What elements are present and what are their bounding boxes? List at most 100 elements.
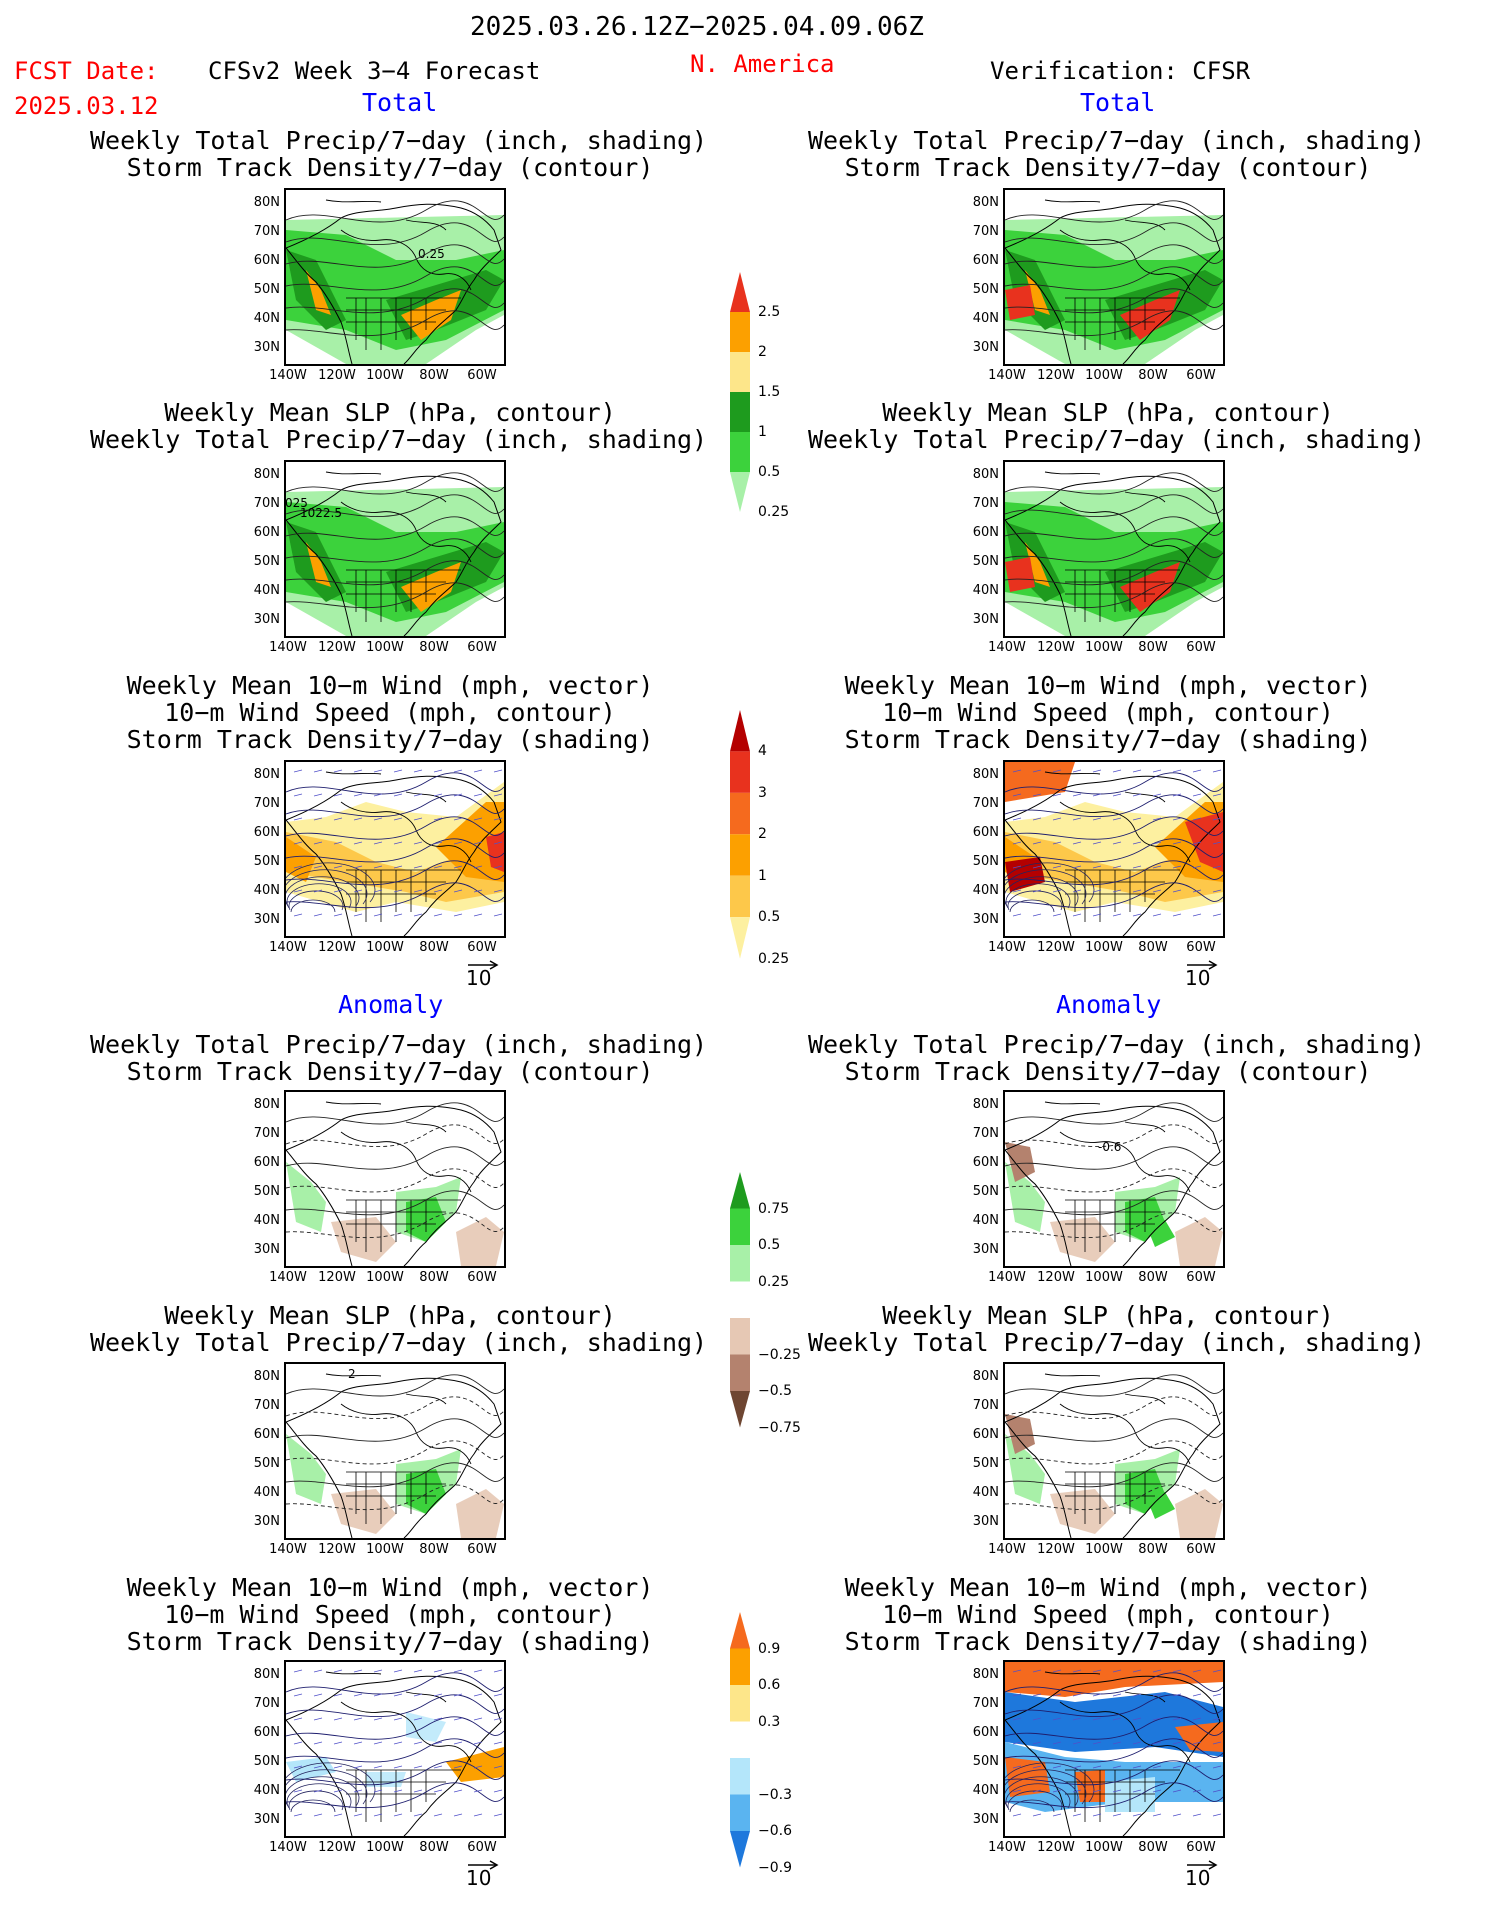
lat-tick-label: 40N bbox=[253, 1783, 280, 1798]
lat-tick-label: 50N bbox=[972, 1456, 999, 1471]
colorbar-label: 0.5 bbox=[758, 464, 781, 480]
title-fcst-anom-slp-precip: Weekly Mean SLP (hPa, contour) Weekly To… bbox=[90, 1302, 708, 1357]
lat-tick-label: 40N bbox=[972, 311, 999, 326]
lon-tick-label: 120W bbox=[1037, 640, 1075, 655]
lon-tick-label: 120W bbox=[1037, 1542, 1075, 1557]
colorbar-swatch bbox=[730, 1318, 750, 1355]
title-obs-precip-storm: Weekly Total Precip/7−day (inch, shading… bbox=[808, 126, 1426, 181]
lon-tick-label: 140W bbox=[269, 640, 307, 655]
lat-tick-label: 70N bbox=[253, 1398, 280, 1413]
colorbar-precip_anom bbox=[730, 1172, 750, 1428]
lat-tick-label: 60N bbox=[253, 1427, 280, 1442]
lon-tick-label: 100W bbox=[366, 1840, 404, 1855]
colorbar-cap-bottom bbox=[730, 1391, 750, 1428]
map-panel-fcst-anom-precip bbox=[284, 1090, 506, 1268]
lon-tick-label: 80W bbox=[419, 1840, 449, 1855]
lon-tick-label: 80W bbox=[1138, 1270, 1168, 1285]
period-title: 2025.03.26.12Z−2025.04.09.06Z bbox=[470, 12, 924, 42]
colorbar-cap-bottom bbox=[730, 1831, 750, 1868]
lat-tick-label: 30N bbox=[253, 1242, 280, 1257]
lat-tick-label: 40N bbox=[253, 1213, 280, 1228]
lon-tick-label: 140W bbox=[988, 1840, 1026, 1855]
lat-tick-label: 50N bbox=[253, 1184, 280, 1199]
colorbar-label: 0.25 bbox=[758, 950, 790, 967]
lon-tick-label: 140W bbox=[269, 368, 307, 383]
contour-label: -0.6 bbox=[1098, 1140, 1122, 1154]
title-line: Weekly Total Precip/7−day (inch, shading… bbox=[90, 1328, 708, 1357]
title-line: Weekly Total Precip/7−day (inch, shading… bbox=[808, 126, 1426, 155]
lon-tick-label: 140W bbox=[269, 940, 307, 955]
title-obs-anom-precip-storm: Weekly Total Precip/7−day (inch, shading… bbox=[808, 1031, 1425, 1085]
map-panel-fcst-anom-wind bbox=[284, 1660, 506, 1838]
colorbar-label: 1 bbox=[758, 867, 767, 884]
lon-tick-label: 100W bbox=[1085, 1840, 1123, 1855]
section-total-right: Total bbox=[1080, 88, 1156, 117]
lat-tick-label: 80N bbox=[972, 467, 999, 482]
lon-tick-label: 80W bbox=[1138, 640, 1168, 655]
colorbar-label: −0.9 bbox=[758, 1859, 792, 1876]
lat-tick-label: 70N bbox=[972, 1696, 999, 1711]
lat-tick-label: 70N bbox=[972, 1398, 999, 1413]
colorbar-label: 2 bbox=[758, 826, 767, 843]
title-obs-wind: Weekly Mean 10−m Wind (mph, vector) 10−m… bbox=[808, 672, 1408, 753]
colorbar-swatch bbox=[730, 792, 750, 835]
lat-tick-label: 40N bbox=[253, 583, 280, 598]
lon-tick-label: 120W bbox=[1037, 1840, 1075, 1855]
map-fcst-anom-slp bbox=[286, 1373, 504, 1538]
lat-tick-label: 70N bbox=[253, 1126, 280, 1141]
lat-tick-label: 60N bbox=[972, 1427, 999, 1442]
lon-tick-label: 80W bbox=[419, 368, 449, 383]
lon-tick-label: 100W bbox=[1085, 368, 1123, 383]
colorbar-label: 0.25 bbox=[758, 504, 790, 520]
lat-tick-label: 70N bbox=[972, 496, 999, 511]
lat-tick-label: 60N bbox=[972, 253, 999, 268]
map-panel-obs-total-precip bbox=[1003, 188, 1225, 366]
title-line: Storm Track Density/7−day (shading) bbox=[126, 725, 654, 754]
map-obs-total-precip bbox=[1005, 199, 1223, 364]
lon-tick-label: 120W bbox=[1037, 940, 1075, 955]
lon-tick-label: 60W bbox=[467, 940, 497, 955]
title-line: Weekly Total Precip/7−day (inch, shading… bbox=[90, 126, 708, 155]
lon-tick-label: 140W bbox=[988, 940, 1026, 955]
title-obs-anom-slp-precip: Weekly Mean SLP (hPa, contour) Weekly To… bbox=[808, 1302, 1426, 1357]
colorbar-label: 0.75 bbox=[758, 1200, 790, 1217]
colorbar-swatch bbox=[730, 875, 750, 918]
title-line: Weekly Total Precip/7−day (inch, shading… bbox=[90, 425, 708, 454]
lat-tick-label: 30N bbox=[972, 612, 999, 627]
lon-tick-label: 80W bbox=[1138, 1840, 1168, 1855]
reference-vector-label: 10 bbox=[1185, 966, 1211, 990]
reference-vector-obs-total: 10 bbox=[1185, 960, 1218, 990]
colorbar-cap-top bbox=[730, 1612, 750, 1649]
title-fcst-wind: Weekly Mean 10−m Wind (mph, vector) 10−m… bbox=[90, 672, 690, 753]
colorbar-label: 0.6 bbox=[758, 1677, 781, 1693]
reference-vector-fcst-total: 10 bbox=[466, 960, 499, 990]
colorbar-label: 1.5 bbox=[758, 384, 781, 400]
lat-tick-label: 50N bbox=[972, 854, 999, 869]
colorbar-swatch bbox=[730, 1758, 750, 1795]
colorbar-swatch bbox=[730, 834, 750, 876]
map-fcst-total-wind bbox=[286, 769, 504, 936]
lat-tick-label: 40N bbox=[253, 1485, 280, 1500]
colorbar-label: 4 bbox=[758, 743, 767, 760]
lat-tick-label: 30N bbox=[972, 1242, 999, 1257]
lat-tick-label: 30N bbox=[253, 612, 280, 627]
lat-tick-label: 80N bbox=[253, 1667, 280, 1682]
title-fcst-precip-storm: Weekly Total Precip/7−day (inch, shading… bbox=[90, 126, 708, 181]
colorbar-storm_total bbox=[730, 710, 750, 959]
colorbar-label: 0.5 bbox=[758, 909, 781, 926]
lat-tick-label: 80N bbox=[253, 1369, 280, 1384]
colorbar-swatch bbox=[730, 1648, 750, 1685]
lat-tick-label: 80N bbox=[253, 1097, 280, 1112]
title-line: Weekly Total Precip/7−day (inch, shading… bbox=[808, 1328, 1426, 1357]
lat-tick-label: 80N bbox=[253, 467, 280, 482]
reference-vector-fcst-anom: 10 bbox=[466, 1860, 499, 1890]
lon-tick-label: 80W bbox=[1138, 1542, 1168, 1557]
title-line: Weekly Total Precip/7−day (inch, shading… bbox=[90, 1030, 708, 1059]
lon-tick-label: 120W bbox=[318, 940, 356, 955]
colorbar-swatch bbox=[730, 1208, 750, 1245]
lon-tick-label: 120W bbox=[318, 1542, 356, 1557]
lat-tick-label: 70N bbox=[253, 224, 280, 239]
title-line: Storm Track Density/7−day (shading) bbox=[844, 1627, 1372, 1656]
lon-tick-label: 100W bbox=[366, 940, 404, 955]
colorbar-swatch bbox=[730, 1245, 750, 1282]
